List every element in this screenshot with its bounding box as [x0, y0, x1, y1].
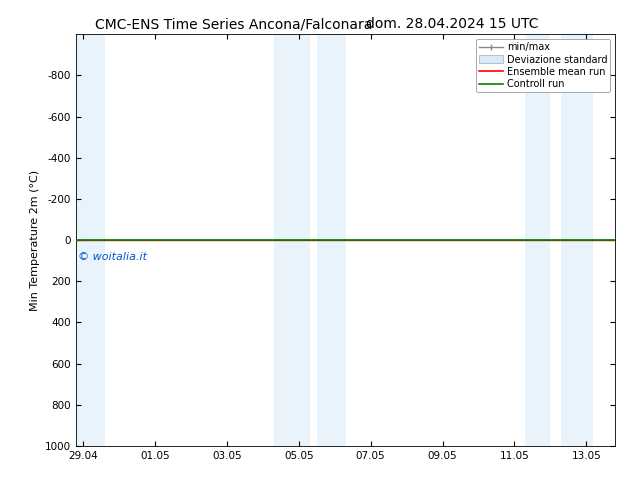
- Bar: [317, 34, 346, 446]
- Bar: [525, 34, 550, 446]
- Text: © woitalia.it: © woitalia.it: [78, 252, 147, 263]
- Text: dom. 28.04.2024 15 UTC: dom. 28.04.2024 15 UTC: [366, 17, 539, 31]
- Text: CMC-ENS Time Series Ancona/Falconara: CMC-ENS Time Series Ancona/Falconara: [95, 17, 373, 31]
- Bar: [274, 34, 309, 446]
- Bar: [561, 34, 593, 446]
- Legend: min/max, Deviazione standard, Ensemble mean run, Controll run: min/max, Deviazione standard, Ensemble m…: [476, 39, 610, 92]
- Bar: [76, 34, 105, 446]
- Y-axis label: Min Temperature 2m (°C): Min Temperature 2m (°C): [30, 170, 39, 311]
